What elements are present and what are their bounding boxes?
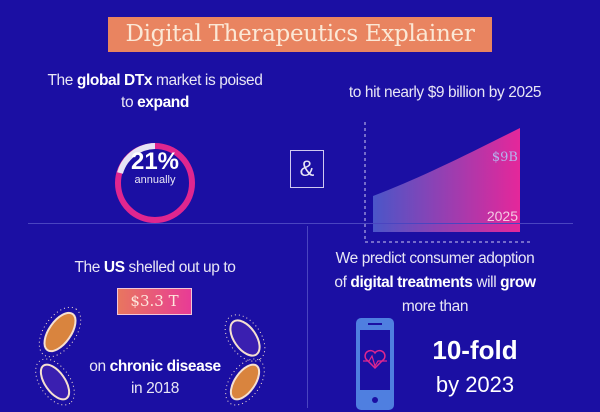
t: grow [500, 274, 536, 291]
amount-badge: $3.3 T [117, 288, 192, 315]
by-year: by 2023 [435, 372, 515, 397]
t: US [103, 259, 125, 276]
bacteria-icon [225, 358, 265, 406]
rate-value: 21% [130, 148, 180, 175]
forecast-chart [364, 122, 530, 243]
t: global DTx [76, 72, 153, 89]
t: more than [401, 298, 469, 315]
t: will [472, 274, 501, 291]
bacteria-illustrations [35, 306, 266, 406]
growth-area [373, 128, 520, 232]
bacteria-icon [35, 358, 75, 406]
year-label: 2025 [486, 208, 518, 224]
rate-label: annually [134, 174, 176, 186]
t: We predict consumer adoption [335, 250, 535, 267]
t: in 2018 [130, 380, 180, 397]
forecast-text: to hit nearly $9 billion by 2025 [348, 84, 542, 101]
t: shelled out up to [124, 259, 236, 276]
us-text: The US shelled out up to [20, 257, 290, 279]
t: market is poised [152, 72, 263, 89]
page-title: Digital Therapeutics Explainer [108, 17, 492, 52]
t: expand [137, 94, 189, 111]
bacteria-icon [224, 314, 266, 362]
t: The [47, 72, 77, 89]
t: chronic disease [109, 358, 222, 375]
ampersand-box: & [290, 150, 324, 188]
fold-value: 10-fold [432, 335, 518, 365]
market-text: The global DTx market is poised to expan… [20, 70, 290, 114]
adoption-text: We predict consumer adoption of digital … [310, 247, 560, 319]
t: of [334, 274, 351, 291]
bacteria-icon [38, 306, 82, 358]
growth-ring [115, 143, 195, 223]
ring-highlight [117, 143, 156, 174]
phone-heart-icon [356, 318, 394, 410]
value-label: $9B [491, 150, 518, 165]
divider-horizontal [28, 223, 573, 224]
t: digital treatments [350, 274, 473, 291]
disease-text: on chronic disease in 2018 [20, 356, 290, 400]
divider-vertical [307, 226, 308, 408]
t: The [74, 259, 104, 276]
t: to [121, 94, 138, 111]
t: on [89, 358, 110, 375]
